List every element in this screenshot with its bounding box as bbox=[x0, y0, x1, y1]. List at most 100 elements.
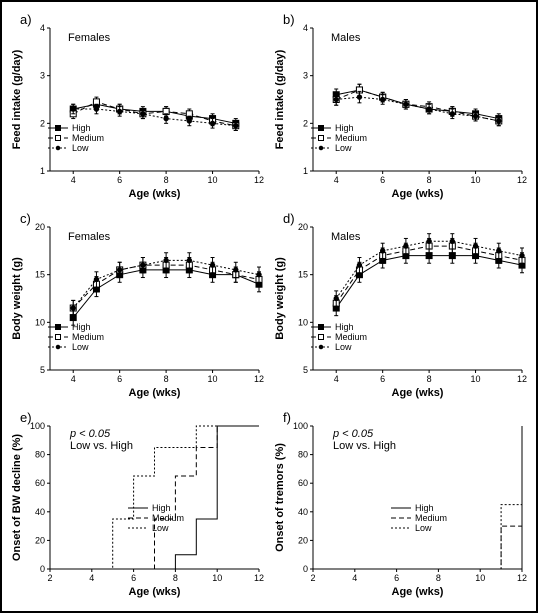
ytick-label: 80 bbox=[298, 450, 308, 460]
xtick-label: 10 bbox=[208, 175, 218, 185]
xtick-label: 4 bbox=[334, 175, 339, 185]
panel-label: c) bbox=[20, 211, 31, 226]
panel-grid: a)Females46810121234Age (wks)Feed intake… bbox=[8, 10, 530, 603]
xtick-label: 6 bbox=[394, 573, 399, 583]
panel-subtitle: Males bbox=[331, 32, 360, 44]
legend-label-low: Low bbox=[335, 143, 352, 153]
legend-label-high: High bbox=[335, 123, 354, 133]
pvalue-comparison: Low vs. High bbox=[333, 440, 396, 452]
legend-label-medium: Medium bbox=[335, 133, 367, 143]
y-axis-title: Onset of tremors (%) bbox=[274, 443, 286, 552]
ytick-label: 3 bbox=[40, 71, 45, 81]
pvalue-annotation: p < 0.05Low vs. High bbox=[333, 428, 396, 452]
chart-svg: 24681012020406080100Age (wks)Onset of BW… bbox=[8, 408, 267, 603]
legend-label-low: Low bbox=[335, 342, 352, 352]
panel-b: b) Males46810121234Age (wks)Feed intake (… bbox=[271, 10, 530, 205]
legend-label-medium: Medium bbox=[72, 133, 104, 143]
ytick-label: 100 bbox=[293, 421, 308, 431]
xtick-label: 8 bbox=[427, 374, 432, 384]
ytick-label: 60 bbox=[298, 478, 308, 488]
xtick-label: 4 bbox=[71, 175, 76, 185]
ytick-label: 1 bbox=[303, 166, 308, 176]
xtick-label: 12 bbox=[254, 573, 264, 583]
xtick-label: 4 bbox=[71, 374, 76, 384]
legend-label-medium: Medium bbox=[152, 513, 184, 523]
xtick-label: 12 bbox=[254, 374, 264, 384]
ytick-label: 5 bbox=[40, 365, 45, 375]
ytick-label: 60 bbox=[35, 478, 45, 488]
x-axis-title: Age (wks) bbox=[392, 387, 444, 399]
xtick-label: 10 bbox=[208, 374, 218, 384]
ytick-label: 10 bbox=[298, 317, 308, 327]
panel-label: d) bbox=[283, 211, 295, 226]
xtick-label: 6 bbox=[117, 374, 122, 384]
xtick-label: 8 bbox=[436, 573, 441, 583]
panel-subtitle: Females bbox=[68, 32, 110, 44]
legend-label-low: Low bbox=[72, 342, 89, 352]
xtick-label: 12 bbox=[517, 573, 527, 583]
legend-label-high: High bbox=[335, 322, 354, 332]
xtick-label: 8 bbox=[173, 573, 178, 583]
x-axis-title: Age (wks) bbox=[392, 586, 444, 598]
ytick-label: 40 bbox=[35, 507, 45, 517]
ytick-label: 2 bbox=[303, 118, 308, 128]
xtick-label: 12 bbox=[517, 175, 527, 185]
xtick-label: 4 bbox=[352, 573, 357, 583]
pvalue-text: p < 0.05 bbox=[333, 428, 373, 440]
legend-label-high: High bbox=[72, 322, 91, 332]
chart-svg: 24681012020406080100Age (wks)Onset of tr… bbox=[271, 408, 530, 603]
xtick-label: 6 bbox=[380, 374, 385, 384]
panel-a: a) Females46810121234Age (wks)Feed intake… bbox=[8, 10, 267, 205]
x-axis-title: Age (wks) bbox=[129, 387, 181, 399]
ytick-label: 20 bbox=[298, 222, 308, 232]
panel-subtitle: Females bbox=[68, 231, 110, 243]
xtick-label: 6 bbox=[131, 573, 136, 583]
panel-f: f)p < 0.05Low vs. High246810120204060801… bbox=[271, 408, 530, 603]
ytick-label: 100 bbox=[30, 421, 45, 431]
xtick-label: 10 bbox=[212, 573, 222, 583]
ytick-label: 5 bbox=[303, 365, 308, 375]
ytick-label: 15 bbox=[298, 270, 308, 280]
ytick-label: 4 bbox=[303, 23, 308, 33]
y-axis-title: Onset of BW decline (%) bbox=[11, 434, 23, 561]
ytick-label: 20 bbox=[35, 535, 45, 545]
ytick-label: 4 bbox=[40, 23, 45, 33]
xtick-label: 4 bbox=[89, 573, 94, 583]
legend-label-low: Low bbox=[415, 523, 432, 533]
ytick-label: 10 bbox=[35, 317, 45, 327]
legend-label-high: High bbox=[152, 503, 171, 513]
legend-label-medium: Medium bbox=[415, 513, 447, 523]
legend-label-medium: Medium bbox=[72, 332, 104, 342]
pvalue-comparison: Low vs. High bbox=[70, 440, 133, 452]
xtick-label: 6 bbox=[380, 175, 385, 185]
xtick-label: 8 bbox=[164, 175, 169, 185]
xtick-label: 8 bbox=[427, 175, 432, 185]
panel-label: f) bbox=[283, 410, 291, 425]
ytick-label: 0 bbox=[40, 564, 45, 574]
y-axis-title: Body weight (g) bbox=[274, 257, 286, 340]
legend-label-high: High bbox=[72, 123, 91, 133]
panel-label: e) bbox=[20, 410, 32, 425]
panel-label: a) bbox=[20, 12, 32, 27]
panel-label: b) bbox=[283, 12, 295, 27]
figure-frame: a)Females46810121234Age (wks)Feed intake… bbox=[0, 0, 538, 613]
ytick-label: 15 bbox=[35, 270, 45, 280]
ytick-label: 1 bbox=[40, 166, 45, 176]
chart-svg: 46810121234Age (wks)Feed intake (g/day)H… bbox=[271, 10, 530, 205]
ytick-label: 20 bbox=[35, 222, 45, 232]
ytick-label: 3 bbox=[303, 71, 308, 81]
panel-d: d) Males46810125101520Age (wks)Body weigh… bbox=[271, 209, 530, 404]
chart-svg: 46810121234Age (wks)Feed intake (g/day)H… bbox=[8, 10, 267, 205]
legend-label-medium: Medium bbox=[335, 332, 367, 342]
ytick-label: 2 bbox=[40, 118, 45, 128]
xtick-label: 10 bbox=[471, 374, 481, 384]
xtick-label: 10 bbox=[475, 573, 485, 583]
pvalue-text: p < 0.05 bbox=[70, 428, 110, 440]
chart-svg: 46810125101520Age (wks)Body weight (g)Hi… bbox=[271, 209, 530, 404]
ytick-label: 20 bbox=[298, 535, 308, 545]
chart-svg: 46810125101520Age (wks)Body weight (g)Hi… bbox=[8, 209, 267, 404]
panel-e: e)p < 0.05Low vs. High246810120204060801… bbox=[8, 408, 267, 603]
xtick-label: 12 bbox=[254, 175, 264, 185]
panel-subtitle: Males bbox=[331, 231, 360, 243]
pvalue-annotation: p < 0.05Low vs. High bbox=[70, 428, 133, 452]
